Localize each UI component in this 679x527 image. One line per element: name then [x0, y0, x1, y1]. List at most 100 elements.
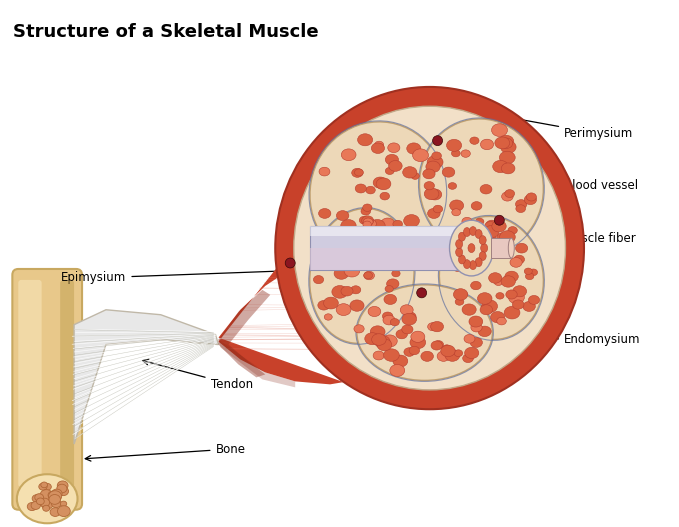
Ellipse shape [17, 474, 77, 523]
Ellipse shape [334, 257, 349, 268]
Ellipse shape [447, 251, 456, 258]
Ellipse shape [485, 221, 496, 230]
Ellipse shape [41, 499, 54, 509]
Ellipse shape [395, 356, 404, 363]
Ellipse shape [428, 189, 442, 200]
Ellipse shape [411, 173, 420, 179]
Ellipse shape [498, 135, 514, 148]
Ellipse shape [523, 301, 535, 311]
Ellipse shape [382, 335, 397, 347]
Ellipse shape [37, 498, 44, 505]
Ellipse shape [383, 315, 395, 325]
Ellipse shape [382, 239, 392, 246]
Ellipse shape [479, 251, 486, 260]
Ellipse shape [32, 495, 41, 502]
Ellipse shape [314, 276, 324, 284]
Ellipse shape [403, 167, 417, 178]
Ellipse shape [350, 286, 361, 294]
Ellipse shape [369, 220, 385, 232]
Ellipse shape [424, 182, 435, 190]
Ellipse shape [480, 305, 492, 315]
Ellipse shape [392, 260, 403, 269]
Ellipse shape [318, 300, 330, 310]
Text: Endomysium: Endomysium [492, 333, 640, 346]
Ellipse shape [384, 349, 399, 362]
Ellipse shape [52, 500, 61, 508]
Ellipse shape [448, 182, 456, 189]
Ellipse shape [428, 208, 440, 219]
Circle shape [350, 248, 360, 258]
Ellipse shape [361, 208, 371, 215]
Ellipse shape [471, 323, 482, 332]
Ellipse shape [390, 318, 399, 326]
Polygon shape [310, 226, 471, 236]
Ellipse shape [373, 227, 388, 239]
Ellipse shape [404, 312, 416, 321]
FancyBboxPatch shape [12, 269, 82, 510]
Ellipse shape [501, 276, 515, 287]
Ellipse shape [364, 271, 374, 280]
Ellipse shape [363, 204, 372, 211]
Ellipse shape [404, 348, 415, 356]
Ellipse shape [515, 200, 527, 209]
Ellipse shape [449, 200, 464, 211]
Ellipse shape [358, 134, 373, 146]
Polygon shape [492, 238, 511, 258]
Ellipse shape [58, 487, 69, 495]
Ellipse shape [475, 218, 484, 225]
Ellipse shape [493, 160, 508, 173]
Ellipse shape [43, 505, 50, 511]
Ellipse shape [464, 228, 471, 237]
Polygon shape [310, 226, 471, 270]
Ellipse shape [526, 193, 536, 201]
Ellipse shape [41, 482, 48, 487]
Ellipse shape [363, 219, 376, 229]
FancyBboxPatch shape [18, 280, 41, 487]
Ellipse shape [365, 333, 380, 345]
Ellipse shape [385, 286, 393, 292]
Polygon shape [219, 290, 270, 377]
Ellipse shape [310, 209, 414, 343]
Ellipse shape [496, 292, 504, 299]
Ellipse shape [462, 217, 473, 226]
Ellipse shape [404, 214, 420, 227]
Ellipse shape [385, 154, 399, 165]
Ellipse shape [57, 487, 67, 495]
Ellipse shape [480, 184, 492, 194]
Ellipse shape [373, 351, 384, 360]
Ellipse shape [478, 326, 491, 337]
Ellipse shape [477, 292, 492, 304]
Ellipse shape [494, 279, 502, 286]
Ellipse shape [470, 137, 479, 144]
Ellipse shape [400, 305, 414, 315]
Ellipse shape [439, 217, 543, 339]
Ellipse shape [500, 141, 516, 153]
Ellipse shape [452, 253, 462, 261]
Ellipse shape [497, 233, 507, 241]
Circle shape [433, 135, 443, 145]
Ellipse shape [352, 168, 363, 177]
Ellipse shape [500, 231, 515, 243]
Ellipse shape [60, 501, 67, 506]
Ellipse shape [410, 336, 426, 349]
Ellipse shape [332, 286, 348, 298]
Ellipse shape [437, 351, 450, 362]
Ellipse shape [431, 341, 443, 350]
Ellipse shape [432, 152, 441, 160]
Ellipse shape [513, 286, 527, 297]
Ellipse shape [399, 255, 410, 264]
Ellipse shape [483, 226, 499, 238]
Ellipse shape [371, 143, 384, 153]
Ellipse shape [363, 221, 371, 228]
Ellipse shape [469, 261, 477, 270]
Ellipse shape [39, 498, 50, 507]
Ellipse shape [393, 220, 403, 228]
Ellipse shape [478, 250, 488, 258]
Ellipse shape [382, 312, 393, 320]
Ellipse shape [471, 202, 482, 210]
Ellipse shape [481, 300, 498, 313]
Ellipse shape [366, 187, 375, 194]
Ellipse shape [481, 227, 495, 239]
Ellipse shape [371, 247, 385, 258]
Ellipse shape [449, 220, 494, 276]
